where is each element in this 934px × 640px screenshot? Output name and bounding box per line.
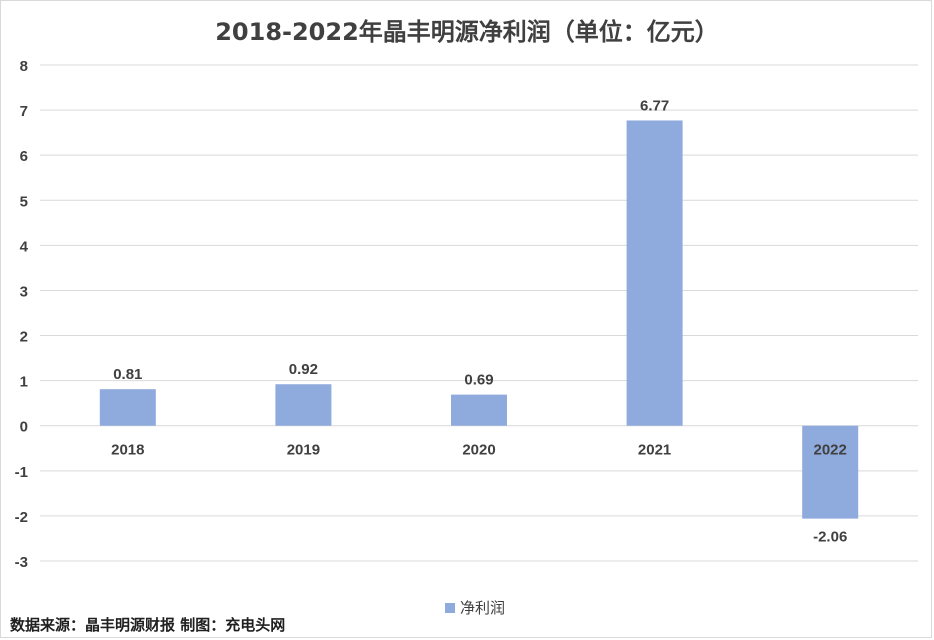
bar xyxy=(802,425,859,519)
y-tick-label: 1 xyxy=(20,374,28,391)
y-tick-label: 4 xyxy=(20,238,29,255)
bar xyxy=(275,384,332,426)
x-tick-label: 2019 xyxy=(287,442,320,459)
legend-label: 净利润 xyxy=(460,599,506,617)
y-tick-label: 5 xyxy=(20,193,28,210)
source-note: 数据来源：晶丰明源财报 制图：充电头网 xyxy=(10,616,286,634)
y-tick-label: 7 xyxy=(20,103,28,120)
bar xyxy=(99,389,156,426)
legend-swatch xyxy=(445,602,455,613)
bar xyxy=(451,394,507,426)
x-tick-label: 2020 xyxy=(462,442,495,459)
bar xyxy=(626,120,683,426)
data-label: 6.77 xyxy=(640,97,669,114)
chart-title: 2018-2022年晶丰明源净利润（单位：亿元） xyxy=(215,18,719,46)
y-tick-label: 0 xyxy=(20,419,28,436)
data-label: -2.06 xyxy=(813,529,847,546)
x-tick-label: 2018 xyxy=(111,442,144,459)
data-label: 0.81 xyxy=(113,366,142,383)
x-tick-label: 2021 xyxy=(638,442,671,459)
y-tick-label: -1 xyxy=(15,464,28,481)
data-label: 0.69 xyxy=(464,372,493,389)
x-tick-label: 2022 xyxy=(814,442,847,459)
legend: 净利润 xyxy=(445,597,505,618)
y-tick-label: -2 xyxy=(15,509,28,526)
data-label: 0.92 xyxy=(289,361,318,378)
y-tick-label: 8 xyxy=(20,58,28,75)
y-tick-label: 6 xyxy=(20,148,28,165)
y-tick-label: 2 xyxy=(20,329,28,346)
y-tick-label: 3 xyxy=(20,283,28,300)
y-tick-label: -3 xyxy=(15,554,28,571)
